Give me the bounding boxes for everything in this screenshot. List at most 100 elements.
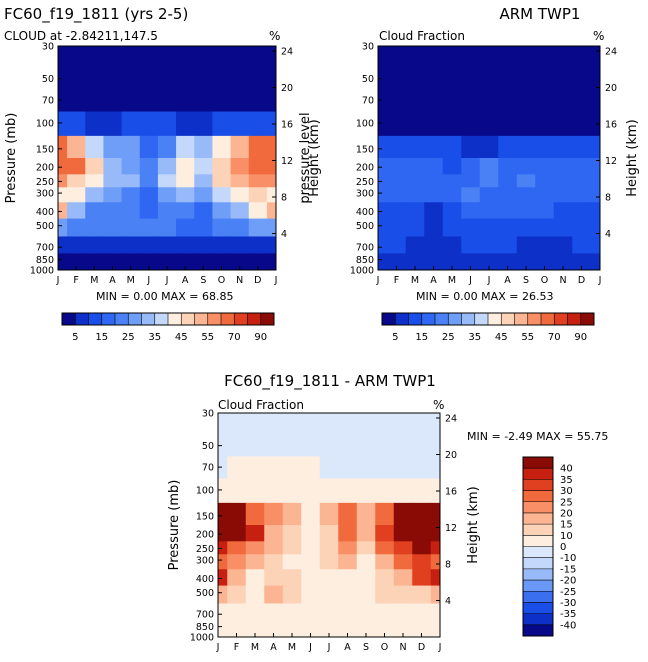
heatmap-cell	[424, 187, 444, 203]
heatmap-cell	[157, 236, 177, 255]
heatmap-cell	[58, 135, 68, 159]
heatmap-cell	[85, 253, 105, 266]
heatmap-cell	[393, 478, 413, 504]
heatmap-cell	[218, 456, 228, 480]
heatmap-cell	[387, 236, 407, 255]
colorbar-swatch	[382, 313, 396, 325]
heatmap-cell	[590, 218, 600, 238]
x-tick-label: S	[363, 642, 369, 653]
heatmap-cell	[590, 158, 600, 175]
heatmap-cell	[535, 174, 555, 188]
heatmap-cell	[176, 202, 195, 220]
heatmap-cell	[378, 218, 388, 238]
y-tick-label: 1000	[190, 633, 214, 644]
heatmap-cell	[442, 236, 462, 255]
x-tick-label: S	[523, 275, 529, 286]
y-tick-label: 30	[42, 42, 54, 53]
heatmap-cell	[282, 413, 302, 430]
heatmap-cell	[405, 111, 425, 137]
chart-title: ARM TWP1	[500, 5, 581, 23]
heatmap-cell	[67, 236, 86, 255]
heatmap-cell	[248, 174, 268, 188]
y-tick-label: 200	[356, 163, 374, 174]
x-tick-label: A	[109, 275, 116, 286]
heatmap-cell	[535, 187, 555, 203]
colorbar-swatch	[101, 313, 116, 325]
colorbar-swatch	[523, 468, 553, 480]
colorbar-label: 55	[201, 332, 214, 343]
heatmap-cell	[58, 111, 68, 137]
heatmap-cell	[430, 569, 440, 587]
heatmap-cell	[405, 253, 425, 266]
heatmap-cell	[498, 158, 518, 175]
heatmap-cell	[387, 253, 407, 266]
heatmap-cell	[498, 135, 518, 159]
heatmap-cell	[139, 187, 159, 203]
units-label: %	[269, 29, 280, 43]
y-tick-label: 50	[362, 74, 374, 85]
chart-subtitle: CLOUD at -2.84211,147.5	[4, 29, 158, 43]
heatmap-cell	[424, 253, 444, 266]
heatmap-cell	[356, 502, 376, 526]
heatmap-cell	[301, 554, 321, 570]
x-tick-label: A	[270, 642, 277, 653]
heatmap-cell	[301, 456, 321, 480]
y-right-tick-label: 8	[605, 192, 611, 203]
heatmap-cell	[553, 174, 573, 188]
y-right-tick-label: 16	[605, 119, 617, 130]
heatmap-cell	[572, 135, 592, 159]
stats-line: MIN = 0.00 MAX = 68.85	[96, 290, 233, 303]
y-axis-label: pressure level	[298, 112, 313, 203]
heatmap-cell	[245, 541, 265, 555]
heatmap-cell	[282, 554, 302, 570]
heatmap-cell	[430, 554, 440, 570]
colorbar-swatch	[448, 313, 462, 325]
heatmap-cell	[356, 525, 376, 542]
heatmap-cell	[103, 89, 123, 113]
heatmap-cell	[405, 158, 425, 175]
y-tick-label: 30	[362, 42, 374, 53]
heatmap-cell	[461, 187, 481, 203]
heatmap-cell	[218, 569, 228, 587]
heatmap-cell	[319, 525, 339, 542]
heatmap-cell	[412, 620, 432, 633]
heatmap-cell	[266, 62, 276, 90]
heatmap-cell	[227, 620, 247, 633]
stats-min-value: 0.00	[133, 290, 158, 303]
heatmap-cell	[572, 46, 592, 63]
heatmap-cell	[535, 253, 555, 266]
x-tick-label: A	[182, 275, 189, 286]
heatmap-cell	[218, 525, 228, 542]
heatmap-cell	[58, 62, 68, 90]
heatmap-cell	[264, 525, 284, 542]
y-tick-label: 100	[356, 118, 374, 129]
heatmap-cell	[245, 585, 265, 605]
colorbar-swatch	[523, 591, 553, 603]
x-tick-label: M	[288, 642, 296, 653]
heatmap-cell	[424, 46, 444, 63]
heatmap-cell	[412, 413, 432, 430]
stats-min-value: -2.49	[504, 430, 532, 443]
heatmap-cell	[442, 46, 462, 63]
heatmap-cell	[212, 158, 232, 175]
heatmap-cell	[461, 46, 481, 63]
colorbar-swatch	[474, 313, 489, 325]
y-right-tick-label: 24	[445, 413, 457, 424]
heatmap-cell	[230, 236, 250, 255]
heatmap-cell	[266, 218, 276, 238]
heatmap-cell	[230, 158, 250, 175]
heatmap-cell	[194, 111, 214, 137]
heatmap-cell	[375, 525, 395, 542]
y-tick-label: 500	[356, 221, 374, 232]
heatmap-cell	[230, 202, 250, 220]
heatmap-cell	[553, 46, 573, 63]
heatmap-cell	[139, 89, 159, 113]
heatmap-cell	[393, 502, 413, 526]
heatmap-cell	[301, 620, 321, 633]
heatmap-cell	[387, 46, 407, 63]
heatmap-cell	[412, 429, 432, 457]
heatmap-cell	[230, 62, 250, 90]
chart-panel-2: ARM TWP1 Cloud Fraction % 30 50 70 100 150 200 25…	[298, 5, 640, 343]
x-tick-label: D	[418, 642, 425, 653]
heatmap-cell	[212, 202, 232, 220]
